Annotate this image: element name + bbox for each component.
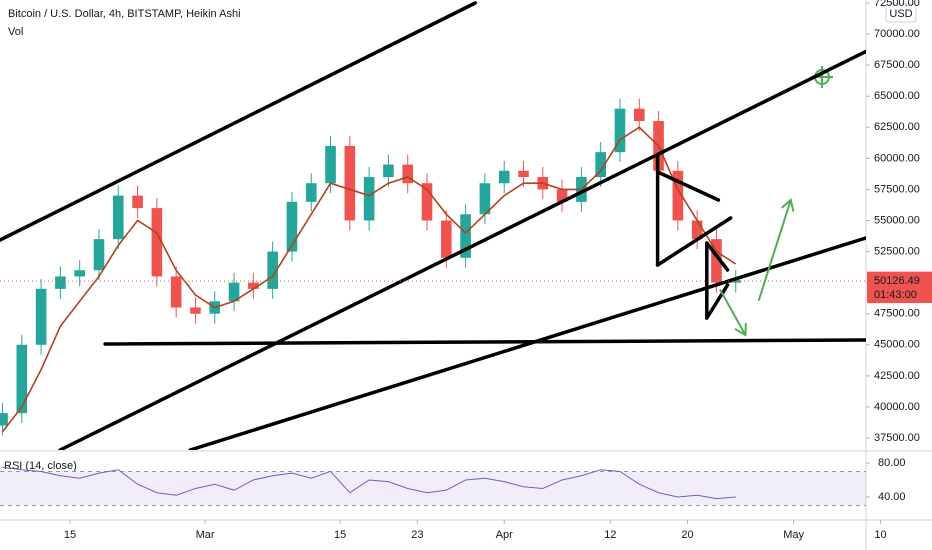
trend-line — [0, 1, 478, 242]
candle-body — [421, 183, 433, 221]
candle-body — [16, 344, 28, 414]
y-tick-label: 65000.00 — [874, 90, 920, 102]
y-tick-label: 40000.00 — [874, 401, 920, 413]
trend-line — [58, 49, 866, 450]
x-tick-label: 20 — [681, 529, 693, 541]
candle-body — [132, 195, 143, 209]
candle-body — [74, 270, 85, 277]
trend-line — [655, 170, 721, 202]
candle-body — [286, 201, 298, 252]
candle-body — [190, 307, 201, 314]
volume-label: Vol — [8, 26, 23, 38]
y-tick-label: 57500.00 — [874, 183, 920, 195]
candle-body — [518, 170, 529, 177]
arrow-head — [781, 198, 795, 212]
x-tick-label: May — [783, 529, 804, 541]
rsi-line — [2, 466, 736, 500]
trend-line — [705, 241, 730, 272]
last-price-tag — [867, 273, 932, 304]
trend-line — [705, 283, 730, 320]
y-tick-label: 60000.00 — [874, 152, 920, 164]
currency-box[interactable] — [885, 3, 917, 23]
candle-body — [363, 177, 375, 221]
rsi-band — [0, 471, 866, 506]
arrow-head — [734, 322, 747, 337]
y-tick-label: 52500.00 — [874, 245, 920, 257]
candle-body — [479, 183, 491, 215]
x-tick-label: 10 — [874, 529, 886, 541]
candle-body — [614, 108, 626, 153]
arrow-line — [719, 289, 747, 336]
candle-body — [460, 214, 471, 258]
y-tick-label: 67500.00 — [874, 59, 920, 71]
candle-body — [633, 108, 645, 122]
candle-body — [305, 183, 317, 202]
candle-body — [383, 164, 394, 177]
y-tick-label: 62500.00 — [874, 121, 920, 133]
x-tick-label: Apr — [496, 529, 513, 541]
candle-body — [711, 239, 722, 283]
candle-body — [325, 145, 336, 184]
candle-body — [344, 145, 356, 221]
y-tick-label: 70000.00 — [874, 28, 920, 40]
candle-body — [170, 276, 182, 308]
candle-body — [55, 276, 66, 289]
last-price-label: 50126.49 — [874, 275, 920, 287]
y-tick-label: 45000.00 — [874, 339, 920, 351]
trend-line — [103, 338, 866, 346]
candle-body — [0, 413, 8, 426]
y-tick-label: 42500.00 — [874, 370, 920, 382]
candle-body — [112, 195, 124, 240]
candle-body — [228, 282, 240, 302]
y-tick-label: 47500.00 — [874, 308, 920, 320]
x-tick-label: 15 — [334, 529, 346, 541]
price-pane — [0, 1, 866, 450]
trend-line — [655, 216, 733, 267]
y-tick-label: 55000.00 — [874, 214, 920, 226]
rsi-tick-label: 80.00 — [878, 457, 906, 469]
x-tick-label: 23 — [411, 529, 423, 541]
chart-title: Bitcoin / U.S. Dollar, 4h, BITSTAMP, Hei… — [8, 8, 241, 20]
candle-body — [672, 170, 684, 221]
candle-body — [498, 170, 510, 184]
y-tick-label: 37500.00 — [874, 432, 920, 444]
countdown: 01:43:00 — [874, 289, 917, 301]
candle-body — [595, 152, 606, 177]
candle-body — [151, 208, 163, 277]
currency: USD — [889, 8, 912, 20]
candle-body — [402, 164, 414, 184]
x-tick-label: Mar — [196, 529, 215, 541]
y-tick-label: 72500.00 — [874, 0, 920, 9]
rsi-tick-label: 40.00 — [878, 491, 906, 503]
moving-average — [1, 126, 737, 433]
candle-body — [730, 280, 742, 283]
arrow-line — [757, 199, 792, 301]
candle-body — [556, 189, 568, 202]
candle-body — [267, 251, 278, 289]
x-tick-label: 15 — [64, 529, 76, 541]
rsi-label: RSI (14, close) — [4, 460, 77, 472]
candle-body — [35, 288, 47, 345]
candle-body — [691, 220, 703, 240]
candle-body — [93, 239, 105, 271]
candle-body — [441, 220, 452, 258]
x-tick-label: 12 — [604, 529, 616, 541]
candle-body — [248, 282, 259, 289]
